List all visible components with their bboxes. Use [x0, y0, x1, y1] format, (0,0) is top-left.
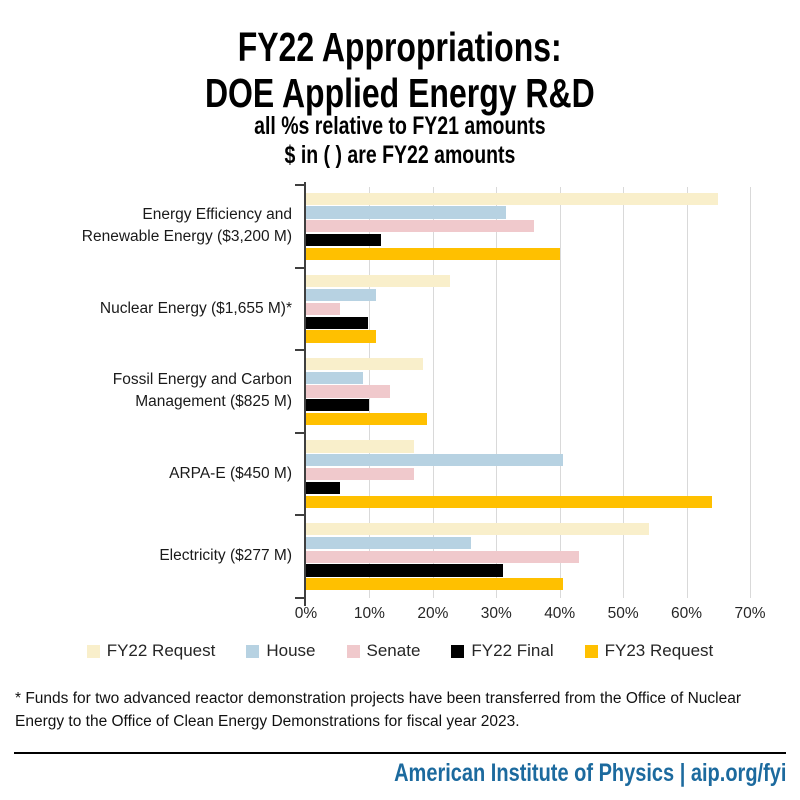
- bar-fy22-final: [306, 481, 341, 494]
- category-tick: [295, 184, 306, 186]
- category-label: Nuclear Energy ($1,655 M)*: [99, 299, 292, 317]
- legend-item-senate: Senate: [346, 641, 421, 661]
- gridline-70: [750, 187, 751, 598]
- legend-item-fy23-request: FY23 Request: [584, 641, 714, 661]
- plot-area: [306, 185, 751, 598]
- bar-group: [306, 268, 750, 351]
- bar-house: [306, 206, 506, 219]
- legend-label: FY23 Request: [604, 641, 714, 660]
- bar-fy23-request: [306, 578, 563, 591]
- bar-fy22-final: [306, 316, 368, 329]
- legend-swatch: [451, 644, 465, 658]
- category-tick: [295, 431, 306, 434]
- gridline-20: [432, 187, 434, 598]
- x-axis-label: 10%: [353, 605, 385, 622]
- legend-label: FY22 Final: [471, 641, 554, 660]
- gridline-40: [559, 187, 561, 598]
- chart-title-line2: DOE Applied Energy R&D: [205, 70, 595, 116]
- chart-subtitle-line1: all %s relative to FY21 amounts: [254, 112, 546, 140]
- bar-fy23-request: [306, 495, 712, 508]
- bar-senate: [306, 385, 391, 398]
- x-axis-label: 30%: [480, 605, 512, 622]
- x-axis-label: 60%: [671, 605, 703, 622]
- bar-fy22-request: [306, 440, 414, 453]
- category-label: ARPA-E ($450 M): [169, 464, 292, 482]
- gridline-30: [496, 187, 498, 598]
- footer-attribution: American Institute of Physics | aip.org/…: [393, 759, 786, 787]
- legend-swatch: [86, 644, 100, 658]
- chart-legend: FY22 Request House Senate FY22 Final FY23 Re…: [0, 641, 800, 661]
- bar-house: [306, 536, 471, 549]
- bar-fy22-request: [306, 192, 719, 205]
- category-label: Electricity ($277 M): [159, 547, 292, 565]
- bar-house: [306, 371, 364, 384]
- gridline-60: [686, 187, 688, 598]
- bar-senate: [306, 550, 579, 563]
- chart-subtitle-line2: $ in ( ) are FY22 amounts: [284, 141, 516, 169]
- x-axis-label: 40%: [544, 605, 576, 622]
- bar-fy23-request: [306, 330, 376, 343]
- bar-fy22-request: [306, 275, 450, 288]
- x-axis-label: 70%: [734, 605, 766, 622]
- bar-fy23-request: [306, 412, 427, 426]
- bar-group: [306, 350, 750, 433]
- bar-group: [306, 185, 750, 268]
- category-tick: [295, 597, 306, 599]
- legend-swatch: [346, 644, 360, 658]
- legend-label: Senate: [366, 641, 421, 660]
- gridline-50: [623, 187, 625, 598]
- legend-item-fy22-final: FY22 Final: [451, 641, 554, 661]
- legend-swatch: [246, 644, 260, 658]
- bar-fy22-final: [306, 399, 370, 412]
- bar-fy22-request: [306, 357, 424, 371]
- legend-swatch: [584, 644, 598, 658]
- legend-label: House: [266, 641, 316, 660]
- bar-senate: [306, 220, 535, 233]
- footer-divider: [14, 752, 786, 754]
- bar-senate: [306, 302, 341, 315]
- bar-fy22-final: [306, 564, 503, 577]
- legend-item-fy22-request: FY22 Request: [86, 641, 216, 661]
- bar-fy22-final: [306, 233, 381, 247]
- x-axis-label: 50%: [607, 605, 639, 622]
- bar-group: [306, 433, 750, 516]
- category-tick: [295, 266, 306, 269]
- bar-fy22-request: [306, 523, 649, 536]
- category-axis-line: [304, 182, 306, 606]
- bar-fy23-request: [306, 247, 560, 260]
- x-axis-tick-labels: 0% 10% 20% 30% 40% 50% 60% 70%: [295, 605, 766, 627]
- category-tick: [295, 349, 306, 352]
- category-label: Energy Efficiency and Renewable Energy ($…: [81, 205, 292, 246]
- x-axis-label: 0%: [294, 605, 318, 622]
- category-label: Fossil Energy and Carbon Management ($825…: [112, 371, 292, 411]
- bar-house: [306, 289, 376, 302]
- x-axis-label: 20%: [417, 605, 449, 622]
- bar-senate: [306, 467, 414, 481]
- category-axis-labels: Energy Efficiency and Renewable Energy ($…: [0, 185, 292, 598]
- bar-group: [306, 515, 750, 598]
- chart-title-line1: FY22 Appropriations:: [238, 24, 562, 70]
- footnote-text: * Funds for two advanced reactor demonst…: [15, 690, 742, 731]
- bar-house: [306, 454, 563, 467]
- legend-label: FY22 Request: [106, 641, 216, 660]
- category-tick: [295, 514, 306, 517]
- legend-item-house: House: [246, 641, 316, 661]
